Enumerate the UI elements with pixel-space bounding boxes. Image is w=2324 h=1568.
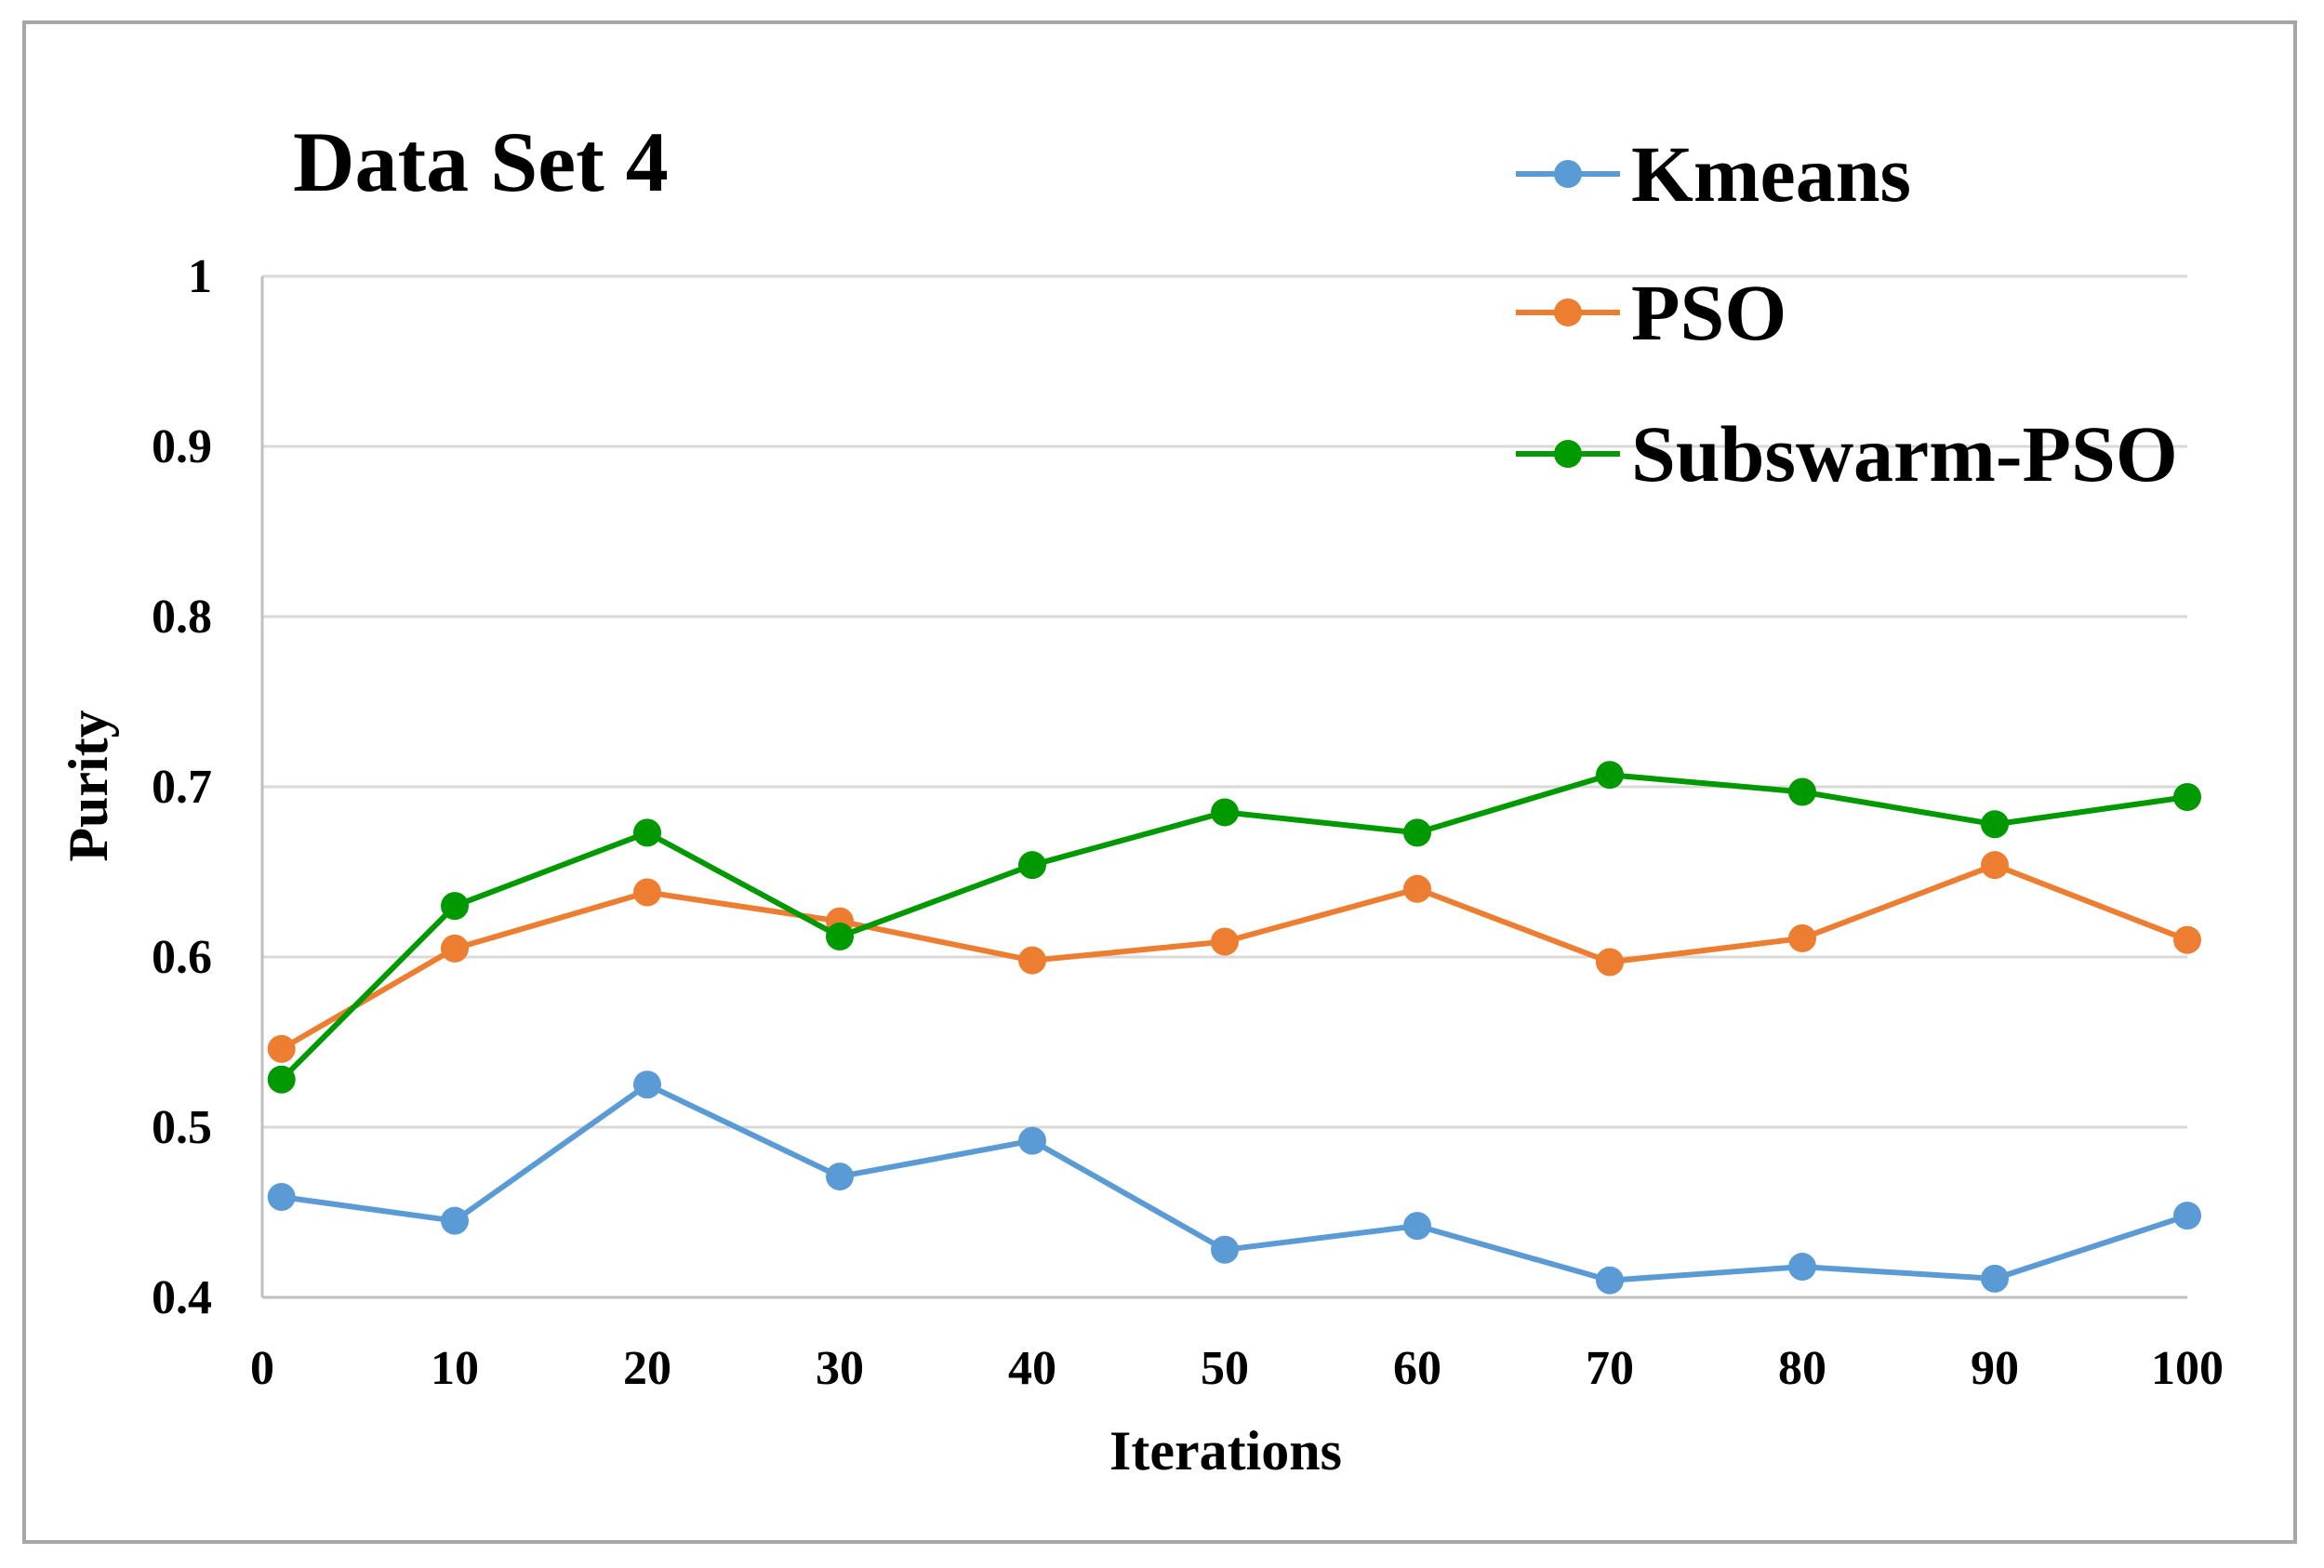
data-point-pso-90 (1981, 851, 2009, 880)
x-tick-label-100: 100 (2151, 1342, 2224, 1395)
y-tick-label-0.8: 0.8 (152, 591, 212, 644)
data-point-subswarm-pso-80 (1788, 777, 1816, 806)
legend-label-subswarm-pso: Subswarm-PSO (1631, 409, 2178, 498)
gridlines (262, 274, 2187, 1129)
data-point-kmeans-90 (1981, 1264, 2009, 1293)
y-tick-label-0.6: 0.6 (152, 931, 212, 984)
data-point-pso-50 (1211, 927, 1239, 956)
tick-labels: 0.40.50.60.70.80.910 10 20 30 40 50 60 70 80 90 10… (152, 250, 2224, 1395)
data-point-pso-100 (2173, 925, 2201, 954)
data-point-kmeans-100 (2173, 1202, 2201, 1230)
x-tick-label-20: 20 (623, 1342, 671, 1395)
data-point-subswarm-pso-60 (1403, 818, 1431, 847)
data-point-subswarm-pso-20 (633, 818, 661, 847)
data-point-subswarm-pso-50 (1211, 798, 1239, 827)
legend-marker-subswarm-pso (1554, 440, 1582, 468)
y-tick-label-0.7: 0.7 (152, 761, 212, 814)
data-point-subswarm-pso-1 (267, 1065, 296, 1094)
y-tick-label-0.5: 0.5 (152, 1101, 212, 1154)
y-tick-label-0.9: 0.9 (152, 420, 212, 473)
x-tick-label-30: 30 (816, 1342, 864, 1395)
x-axis-label: Iterations (1109, 1420, 1342, 1482)
data-point-kmeans-40 (1018, 1126, 1046, 1155)
chart-title: Data Set 4 (293, 114, 669, 209)
y-tick-label-1: 1 (188, 250, 212, 303)
chart-frame (22, 20, 2297, 1544)
data-point-pso-10 (441, 934, 469, 963)
legend-label-pso: PSO (1631, 268, 1786, 357)
data-point-subswarm-pso-10 (441, 892, 469, 921)
data-point-pso-1 (267, 1034, 296, 1063)
data-point-kmeans-10 (441, 1206, 469, 1235)
x-tick-label-0: 0 (250, 1342, 274, 1395)
legend-entry-pso: PSO (1516, 268, 1786, 357)
data-point-pso-20 (633, 878, 661, 907)
data-point-pso-60 (1403, 874, 1431, 903)
legend-entry-kmeans: Kmeans (1516, 129, 1911, 219)
series-kmeans (267, 1070, 2201, 1295)
data-point-subswarm-pso-90 (1981, 810, 2009, 839)
y-axis-label: Purity (58, 710, 119, 861)
series-subswarm-pso (267, 761, 2201, 1094)
y-tick-label-0.4: 0.4 (152, 1271, 212, 1324)
data-point-subswarm-pso-40 (1018, 851, 1046, 880)
x-tick-label-40: 40 (1008, 1342, 1056, 1395)
data-point-kmeans-1 (267, 1183, 296, 1212)
data-point-kmeans-80 (1788, 1253, 1816, 1282)
x-tick-label-50: 50 (1201, 1342, 1249, 1395)
data-point-pso-70 (1596, 948, 1624, 977)
legend: Kmeans PSO Subswarm-PSO (1516, 129, 2178, 498)
data-point-kmeans-20 (633, 1070, 661, 1099)
axes (260, 276, 2187, 1299)
x-tick-label-10: 10 (431, 1342, 479, 1395)
data-point-kmeans-60 (1403, 1212, 1431, 1241)
x-tick-label-70: 70 (1586, 1342, 1634, 1395)
legend-marker-kmeans (1554, 160, 1582, 188)
data-point-kmeans-50 (1211, 1235, 1239, 1264)
data-point-subswarm-pso-100 (2173, 782, 2201, 811)
legend-entry-subswarm-pso: Subswarm-PSO (1516, 409, 2178, 498)
x-tick-label-80: 80 (1778, 1342, 1826, 1395)
data-point-pso-80 (1788, 924, 1816, 952)
data-point-kmeans-30 (826, 1163, 854, 1191)
x-tick-label-60: 60 (1393, 1342, 1441, 1395)
x-tick-label-90: 90 (1971, 1342, 2019, 1395)
series-lines (267, 761, 2201, 1295)
legend-label-kmeans: Kmeans (1631, 129, 1911, 219)
data-point-subswarm-pso-70 (1596, 761, 1624, 790)
data-point-kmeans-70 (1596, 1266, 1624, 1295)
data-point-subswarm-pso-30 (826, 923, 854, 951)
data-point-pso-40 (1018, 946, 1046, 975)
legend-marker-pso (1554, 299, 1582, 326)
